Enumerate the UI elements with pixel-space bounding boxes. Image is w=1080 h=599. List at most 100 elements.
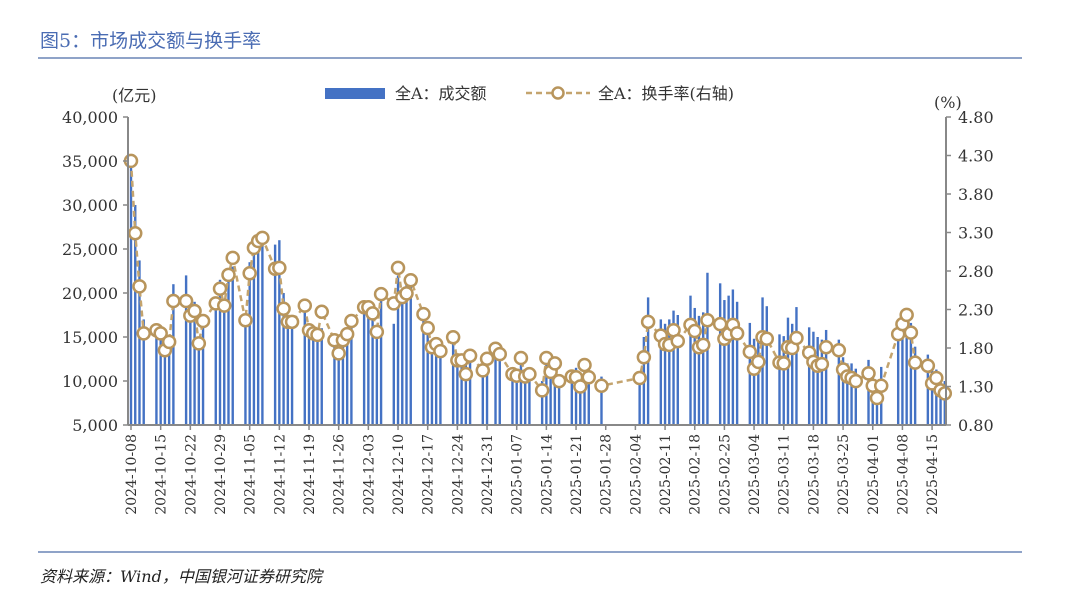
bar (439, 350, 442, 425)
bar (702, 312, 705, 425)
legend-line-label: 全A：换手率(右轴) (598, 84, 734, 103)
bar (227, 271, 230, 425)
bar (663, 323, 667, 425)
turnover-point (640, 314, 656, 330)
x-tick-label: 2024-12-03 (361, 434, 377, 515)
turnover-point (687, 323, 702, 339)
turnover-point (513, 350, 529, 366)
left-tick-label: 30,000 (62, 196, 118, 215)
left-tick-label: 40,000 (62, 108, 118, 127)
turnover-point (127, 226, 143, 241)
turnover-point (479, 351, 495, 367)
bar (163, 345, 167, 425)
turnover-point (314, 304, 329, 320)
bar (689, 295, 692, 425)
bar (337, 350, 340, 425)
turnover-point (310, 327, 325, 343)
turnover-point (403, 272, 418, 288)
bar (867, 359, 870, 425)
bar (824, 329, 828, 425)
turnover-point (534, 383, 550, 398)
bar (278, 240, 281, 425)
figure-title: 图5：市场成交额与换手率 (40, 30, 262, 52)
turnover-point (729, 326, 745, 341)
x-tick-label: 2024-11-05 (243, 434, 259, 515)
bar (935, 369, 938, 425)
turnover-point (216, 298, 232, 313)
bar (409, 279, 412, 425)
left-tick-label: 35,000 (62, 152, 118, 171)
turnover-point (225, 250, 240, 266)
bar (142, 319, 145, 425)
bar (735, 301, 739, 425)
bar (511, 372, 514, 425)
bar (485, 359, 489, 425)
turnover-point (577, 357, 592, 373)
turnover-point (297, 298, 313, 313)
x-tick-label: 2024-10-15 (154, 434, 170, 515)
bar (460, 354, 463, 425)
bar (841, 357, 845, 425)
turnover-point (759, 331, 775, 347)
turnover-point (848, 373, 864, 389)
turnover-point (458, 366, 474, 382)
bar (367, 310, 370, 425)
x-tick-label: 2025-02-04 (628, 434, 644, 515)
turnover-point (331, 346, 346, 361)
bar (401, 293, 404, 425)
turnover-point (369, 324, 385, 340)
bar (451, 341, 455, 425)
x-tick-label: 2024-12-31 (480, 434, 496, 515)
turnover-point (937, 386, 953, 401)
bar (731, 289, 735, 425)
bar (579, 381, 582, 425)
turnover-point (492, 346, 508, 362)
left-tick-label: 15,000 (62, 328, 118, 347)
bar (248, 262, 251, 425)
right-tick-label: 3.30 (958, 224, 994, 243)
bar (155, 328, 158, 425)
bar (256, 240, 260, 425)
turnover-point (242, 266, 257, 281)
turnover-point (284, 314, 300, 330)
bar (600, 376, 603, 425)
turnover-point (178, 293, 194, 309)
bar (782, 336, 785, 425)
turnover-point (594, 378, 609, 393)
bar (909, 322, 913, 425)
bar (159, 332, 162, 425)
bar (820, 339, 824, 425)
turnover-point (929, 370, 944, 386)
bar (587, 367, 590, 425)
bar (201, 323, 205, 425)
right-tick-label: 0.80 (958, 416, 994, 435)
bar (837, 339, 841, 425)
turnover-point (818, 339, 834, 355)
bar (312, 332, 315, 425)
right-tick-label: 4.80 (958, 108, 994, 127)
bar (676, 315, 679, 425)
bar (570, 372, 574, 425)
turnover-point (153, 326, 168, 341)
turnover-point (742, 344, 758, 360)
bar (307, 328, 311, 425)
bar (939, 373, 942, 425)
bar (379, 297, 383, 425)
right-tick-label: 1.80 (958, 339, 994, 358)
turnover-point (136, 326, 151, 341)
turnover-point (869, 390, 885, 406)
turnover-point (789, 330, 804, 346)
left-tick-label: 5,000 (72, 416, 118, 435)
bar (854, 368, 857, 425)
turnover-point (776, 356, 791, 371)
x-tick-label: 2025-03-18 (806, 434, 822, 515)
bar (261, 231, 264, 425)
legend-line-marker (551, 86, 565, 100)
turnover-point (636, 349, 652, 365)
bar (134, 205, 137, 425)
bottom-divider (38, 551, 1022, 553)
bar (791, 323, 794, 425)
x-tick-label: 2025-02-11 (658, 434, 674, 515)
bar (422, 319, 425, 425)
